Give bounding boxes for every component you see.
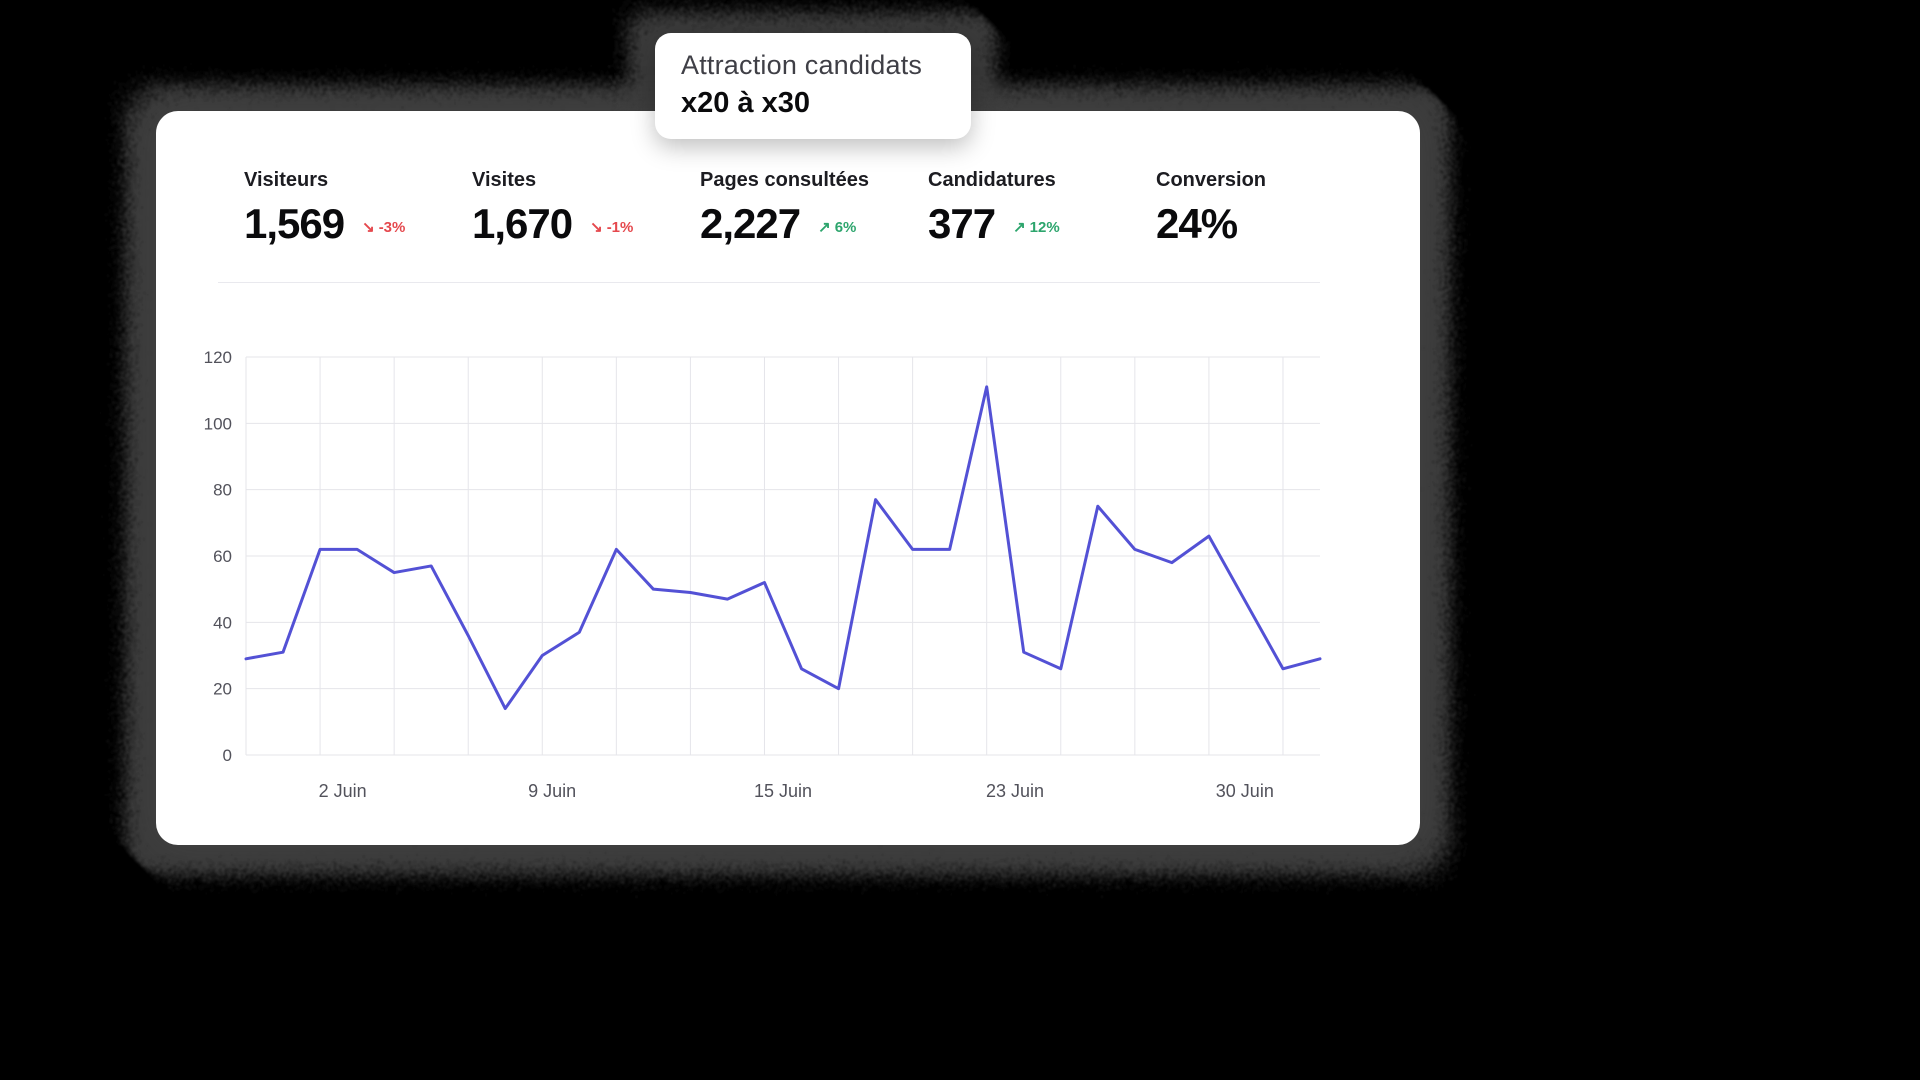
stat-delta: ↗ 6% xyxy=(818,218,857,237)
stat-block: Candidatures 377 ↗ 12% xyxy=(928,169,1156,248)
trend-up-icon: ↗ xyxy=(818,219,831,236)
stat-label: Visiteurs xyxy=(244,169,329,191)
stat-delta-text: 12% xyxy=(1029,218,1060,236)
stat-value-row: 1,569 ↘ -3% xyxy=(244,200,472,248)
svg-text:60: 60 xyxy=(213,547,232,566)
stat-block: Visiteurs 1,569 ↘ -3% xyxy=(244,169,472,248)
stats-divider xyxy=(218,282,1320,283)
svg-text:23 Juin: 23 Juin xyxy=(986,781,1044,801)
stat-value: 24% xyxy=(1156,200,1238,247)
trend-up-icon: ↗ xyxy=(1013,219,1026,236)
stat-delta-text: -3% xyxy=(378,218,406,236)
trend-down-icon: ↘ xyxy=(590,219,603,236)
tooltip-value: x20 à x30 xyxy=(681,87,811,119)
stat-value-row: 2,227 ↗ 6% xyxy=(700,200,928,248)
stat-value: 377 xyxy=(928,200,996,247)
stat-label: Visites xyxy=(472,169,537,191)
svg-text:40: 40 xyxy=(213,613,232,632)
attraction-tooltip: Attraction candidats x20 à x30 xyxy=(655,33,971,139)
svg-text:80: 80 xyxy=(213,481,232,500)
stat-label: Candidatures xyxy=(928,169,1056,191)
stats-row: Visiteurs 1,569 ↘ -3% Visites 1,670 ↘ -1% Pages … xyxy=(156,111,1420,248)
svg-text:30 Juin: 30 Juin xyxy=(1216,781,1274,801)
trend-down-icon: ↘ xyxy=(362,219,375,236)
stat-value: 2,227 xyxy=(700,200,801,247)
stat-value-row: 1,670 ↘ -1% xyxy=(472,200,700,248)
svg-text:120: 120 xyxy=(204,348,232,367)
tooltip-title: Attraction candidats xyxy=(681,50,923,80)
stat-delta-text: 6% xyxy=(834,218,857,236)
stat-delta: ↘ -1% xyxy=(590,218,634,237)
stat-label: Conversion xyxy=(1156,169,1267,191)
stat-delta: ↗ 12% xyxy=(1013,218,1060,237)
line-chart-svg: 0 20 40 60 80 100 120 2 Juin 9 Juin 15 Juin 23 Jui… xyxy=(204,348,1322,801)
traffic-line-chart: 0 20 40 60 80 100 120 2 Juin 9 Juin 15 Juin 23 Jui… xyxy=(184,343,1334,813)
svg-text:9 Juin: 9 Juin xyxy=(528,781,576,801)
stat-delta: ↘ -3% xyxy=(362,218,406,237)
stat-value: 1,670 xyxy=(472,200,573,247)
stat-value-row: 377 ↗ 12% xyxy=(928,200,1156,248)
stat-block: Pages consultées 2,227 ↗ 6% xyxy=(700,169,928,248)
stat-block: Conversion 24% xyxy=(1156,169,1266,248)
stat-value-row: 24% xyxy=(1156,200,1266,248)
svg-text:15 Juin: 15 Juin xyxy=(754,781,812,801)
stat-label: Pages consultées xyxy=(700,169,869,191)
stat-value: 1,569 xyxy=(244,200,345,247)
svg-text:100: 100 xyxy=(204,414,232,433)
stat-block: Visites 1,670 ↘ -1% xyxy=(472,169,700,248)
analytics-card: Visiteurs 1,569 ↘ -3% Visites 1,670 ↘ -1% Pages … xyxy=(156,111,1420,845)
svg-text:0: 0 xyxy=(223,746,232,765)
stat-delta-text: -1% xyxy=(606,218,634,236)
svg-text:2 Juin: 2 Juin xyxy=(319,781,367,801)
svg-text:20: 20 xyxy=(213,680,232,699)
